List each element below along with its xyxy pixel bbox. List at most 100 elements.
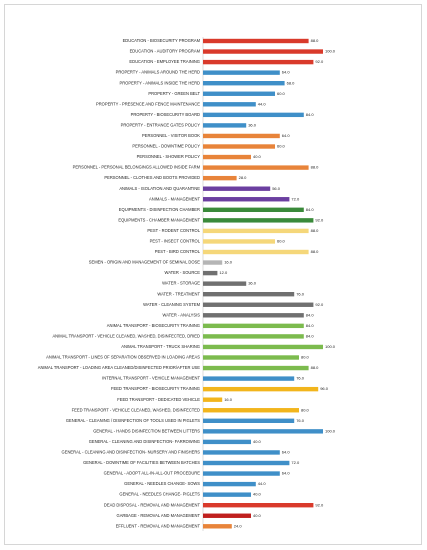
- value-label: 44.0: [258, 481, 267, 486]
- value-label: 28.0: [239, 175, 248, 180]
- bar: [203, 154, 251, 160]
- bar: [203, 133, 280, 139]
- bar: [203, 186, 271, 191]
- category-label: PEST - BIRD CONTROL: [155, 249, 201, 254]
- bar: [203, 292, 295, 297]
- bar: [203, 439, 251, 445]
- category-label: ANIMAL TRANSPORT - LOADING AREA CLEANED/…: [38, 365, 201, 370]
- value-label: 80.0: [301, 355, 310, 360]
- value-label: 64.0: [282, 450, 291, 455]
- bar: [203, 355, 299, 360]
- value-label: 64.0: [282, 133, 291, 138]
- category-label: EQUIPMENTS - CHAMBER MANAGEMENT: [118, 217, 200, 222]
- category-label: PROPERTY - BIOSECURITY BOARD: [131, 112, 200, 117]
- value-label: 76.0: [296, 376, 305, 381]
- bar: [203, 313, 304, 318]
- bar: [203, 376, 295, 381]
- value-label: 92.0: [315, 502, 324, 507]
- category-label: PROPERTY - ENTRANCE GATES POLICY: [121, 122, 201, 127]
- horizontal-bar-chart: EDUCATION - BIOSECURITY PROGRAM 88.0 EDUCA…: [38, 37, 336, 531]
- value-label: 88.0: [311, 228, 320, 233]
- bar: [203, 386, 319, 392]
- category-label: PEST - RODENT CONTROL: [147, 228, 200, 233]
- value-label: 16.0: [224, 260, 233, 265]
- category-label: ANIMALS - MANAGEMENT: [149, 196, 200, 201]
- value-label: 92.0: [315, 59, 324, 64]
- value-label: 60.0: [277, 239, 286, 244]
- chart-frame: EDUCATION - BIOSECURITY PROGRAM 88.0 EDUCA…: [4, 4, 422, 545]
- bar: [203, 429, 323, 434]
- category-label: WATER - CLEANING SYSTEM: [143, 302, 200, 307]
- bar: [203, 418, 295, 423]
- bar: [203, 450, 280, 455]
- bar: [203, 197, 290, 202]
- value-label: 60.0: [277, 91, 286, 96]
- value-label: 100.0: [325, 49, 336, 54]
- bar: [203, 270, 218, 276]
- category-label: GENERAL - ADOPT ALL-IN-ALL-OUT PROCEDURE: [104, 471, 201, 476]
- bar: [203, 302, 314, 307]
- bar: [203, 91, 275, 96]
- value-label: 84.0: [306, 323, 315, 328]
- category-label: WATER - STORAGE: [162, 281, 200, 286]
- value-label: 100.0: [325, 428, 336, 433]
- value-label: 72.0: [291, 460, 300, 465]
- value-label: 36.0: [248, 281, 257, 286]
- category-label: DEAD DISPOSAL - REMOVAL AND MANAGEMENT: [104, 502, 201, 507]
- bar: [203, 49, 323, 54]
- value-label: 36.0: [248, 122, 257, 127]
- value-label: 92.0: [315, 217, 324, 222]
- bar: [203, 334, 304, 339]
- value-label: 84.0: [306, 333, 315, 338]
- value-label: 24.0: [234, 523, 243, 528]
- bar: [203, 503, 314, 508]
- value-label: 40.0: [253, 154, 262, 159]
- bar: [203, 81, 285, 86]
- bar: [203, 38, 309, 44]
- value-label: 72.0: [291, 196, 300, 201]
- category-label: PERSONNEL - PERSONAL BELONGINGS ALLOWED …: [73, 165, 201, 170]
- value-label: 88.0: [311, 249, 320, 254]
- category-label: GENERAL - CLEANING AND DISINFECTION- NUR…: [62, 450, 201, 455]
- category-label: GENERAL - NEEDLES CHANGE- PIGLETS: [119, 492, 200, 497]
- bar: [203, 165, 309, 170]
- category-label: EDUCATION - AUDITORY PROGRAM: [130, 49, 201, 54]
- bar: [203, 228, 309, 234]
- category-label: FEED TRANSPORT - DEDICATED VEHICLE: [117, 397, 200, 402]
- category-label: PROPERTY - ANIMALS INSIDE THE HERD: [119, 80, 200, 85]
- value-label: 44.0: [258, 101, 267, 106]
- value-label: 84.0: [306, 312, 315, 317]
- category-label: PERSONNEL - DOWNTIME POLICY: [132, 144, 200, 149]
- bar: [203, 239, 275, 244]
- bar: [203, 397, 223, 402]
- category-label: EDUCATION - BIOSECURITY PROGRAM: [123, 38, 201, 43]
- category-label: GARBAGE - REMOVAL AND MANAGEMENT: [117, 513, 201, 518]
- bar: [203, 471, 280, 476]
- value-label: 100.0: [325, 344, 336, 349]
- bar: [203, 70, 280, 75]
- bar: [203, 218, 314, 223]
- category-label: PROPERTY - GREEN BELT: [148, 91, 200, 96]
- category-label: EQUIPMENTS - DISINFECTION CHAMBER: [119, 207, 200, 212]
- bar: [203, 207, 304, 212]
- category-label: PERSONNEL - VISITOR BOOK: [142, 133, 200, 138]
- category-label: PERSONNEL - SHOWER POLICY: [137, 154, 201, 159]
- bar: [203, 144, 275, 149]
- bar: [203, 59, 314, 65]
- bar: [203, 175, 237, 181]
- category-label: PROPERTY - ANIMALS AROUND THE HERD: [116, 70, 200, 75]
- value-label: 88.0: [311, 365, 320, 370]
- category-label: ANIMAL TRANSPORT - VEHICLE CLEANED, WASH…: [52, 333, 200, 338]
- category-label: EFFLUENT - REMOVAL AND MANAGEMENT: [116, 523, 201, 528]
- category-label: ANIMALS - ISOLATION AND QUARANTINE: [119, 186, 200, 191]
- bar: [203, 281, 247, 286]
- category-label: PEST - INSECT CONTROL: [150, 239, 201, 244]
- category-label: FEED TRANSPORT - VEHICLE CLEANED, WASHED…: [72, 407, 200, 412]
- category-label: ANIMAL TRANSPORT - BIOSECURITY TRAINING: [107, 323, 200, 328]
- value-label: 76.0: [296, 418, 305, 423]
- category-label: PROPERTY - PRESENCE AND FENCE MAINTENANC…: [96, 101, 200, 106]
- value-label: 88.0: [311, 165, 320, 170]
- value-label: 88.0: [311, 38, 320, 43]
- value-label: 40.0: [253, 492, 262, 497]
- category-label: WATER - TREATMENT: [157, 291, 200, 296]
